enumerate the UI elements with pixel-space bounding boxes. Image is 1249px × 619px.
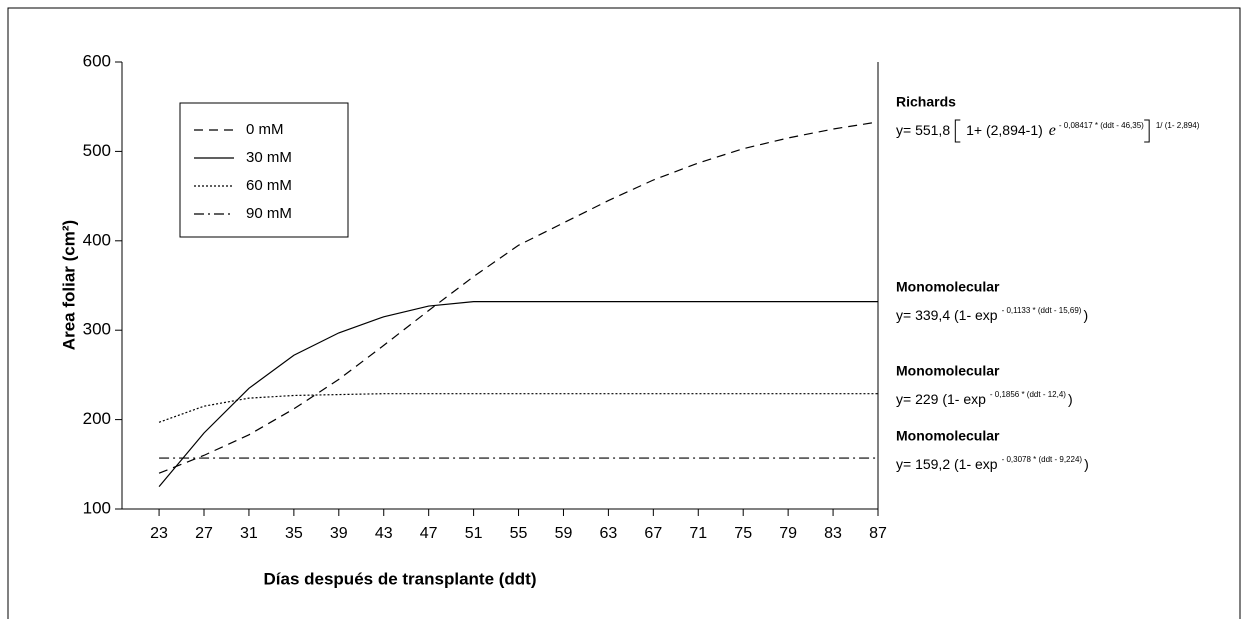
y-tick-label: 600 <box>83 51 111 70</box>
series-line <box>158 121 879 474</box>
y-tick-label: 400 <box>83 230 111 249</box>
x-tick-label: 71 <box>689 525 707 542</box>
equation-part: y= 339,4 (1- exp <box>896 307 998 323</box>
equation-part: - 0,3078 * (ddt - 9,224) <box>1002 455 1083 464</box>
series-line <box>158 393 878 423</box>
x-tick-label: 83 <box>824 525 842 542</box>
equation-part: ) <box>1084 456 1089 472</box>
annotation-equation: y= 159,2 (1- exp - 0,3078 * (ddt - 9,224)… <box>896 455 1089 472</box>
legend-label: 30 mM <box>246 149 292 166</box>
equation-part: 1/ (1- 2,894) <box>1156 121 1200 130</box>
x-tick-label: 47 <box>420 525 438 542</box>
axes <box>121 62 879 510</box>
equation-part: y= 159,2 (1- exp <box>896 456 998 472</box>
x-tick-label: 75 <box>734 525 752 542</box>
bracket <box>1144 119 1150 143</box>
x-axis-title: Días después de transplante (ddt) <box>264 569 537 588</box>
x-tick-label: 59 <box>555 525 573 542</box>
equation-part: y= 551,8 <box>896 122 950 138</box>
y-tick-label: 200 <box>83 409 111 428</box>
annotation-equation: y= 229 (1- exp - 0,1856 * (ddt - 12,4)) <box>896 390 1073 407</box>
y-tick-label: 100 <box>83 498 111 517</box>
annotation-label: Richards <box>896 94 956 110</box>
annotation-label: Monomolecular <box>896 279 1000 295</box>
x-tick-label: 63 <box>600 525 618 542</box>
annotation-label: Monomolecular <box>896 363 1000 379</box>
annotation-equation: y= 551,8 1+ (2,894-1) e - 0,08417 * (ddt - … <box>896 121 1200 139</box>
equation-part: y= 229 (1- exp <box>896 391 986 407</box>
equation-part: 1+ (2,894-1) <box>966 122 1043 138</box>
equation-part: e <box>1049 122 1056 139</box>
legend-label: 90 mM <box>246 205 292 222</box>
x-tick-label: 39 <box>330 525 348 542</box>
frame <box>7 7 1241 619</box>
equation-part: - 0,1856 * (ddt - 12,4) <box>990 390 1066 399</box>
equation-part: ) <box>1068 391 1073 407</box>
x-tick-label: 67 <box>644 525 662 542</box>
legend-label: 0 mM <box>246 121 284 138</box>
y-axis-title: Area foliar (cm²) <box>59 220 78 350</box>
x-tick-label: 23 <box>150 525 168 542</box>
x-tick-label: 51 <box>465 525 483 542</box>
x-tick-label: 79 <box>779 525 797 542</box>
equation-part: - 0,08417 * (ddt - 46,35) <box>1059 121 1144 130</box>
equation-part: - 0,1133 * (ddt - 15,69) <box>1002 306 1082 315</box>
bracket <box>954 119 961 143</box>
legend <box>179 102 349 238</box>
y-tick-label: 300 <box>83 320 111 339</box>
y-tick-label: 500 <box>83 141 111 160</box>
x-tick-label: 31 <box>240 525 258 542</box>
x-tick-label: 87 <box>869 525 887 542</box>
annotation-label: Monomolecular <box>896 428 1000 444</box>
annotation-equation: y= 339,4 (1- exp - 0,1133 * (ddt - 15,69)… <box>896 306 1088 323</box>
x-tick-label: 55 <box>510 525 528 542</box>
series-line <box>158 300 878 488</box>
x-tick-label: 43 <box>375 525 393 542</box>
legend-label: 60 mM <box>246 177 292 194</box>
x-tick-label: 27 <box>195 525 213 542</box>
equation-part: ) <box>1083 307 1088 323</box>
x-tick-label: 35 <box>285 525 303 542</box>
